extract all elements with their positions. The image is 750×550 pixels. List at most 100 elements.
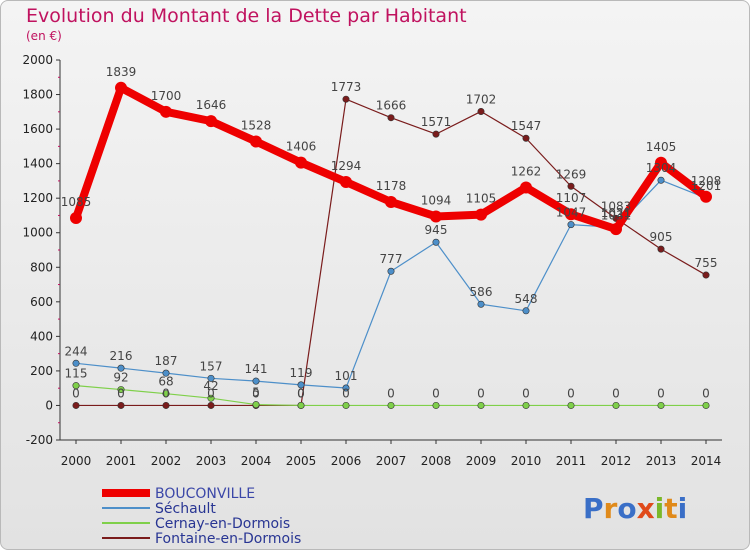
- data-point: [432, 401, 440, 409]
- y-tick-label: 600: [30, 295, 53, 309]
- data-point: [475, 208, 487, 221]
- x-tick-label: 2002: [151, 454, 182, 468]
- data-label: 1405: [646, 140, 677, 154]
- data-label: 1646: [196, 98, 227, 112]
- legend-label: Cernay-en-Dormois: [155, 516, 290, 532]
- data-label: 0: [612, 386, 620, 400]
- data-point: [117, 386, 125, 394]
- data-point: [72, 401, 80, 409]
- data-point: [520, 181, 532, 194]
- data-point: [340, 175, 352, 188]
- data-point: [432, 238, 440, 246]
- data-point: [477, 300, 485, 308]
- data-label: 1031: [601, 208, 632, 222]
- data-label: 548: [515, 292, 538, 306]
- data-label: 1528: [241, 119, 272, 133]
- data-point: [70, 212, 82, 225]
- data-label: 1294: [331, 159, 362, 173]
- chart-title: Evolution du Montant de la Dette par Hab…: [26, 5, 467, 27]
- legend-label: Séchault: [155, 501, 216, 517]
- data-point: [117, 401, 125, 409]
- data-label: 0: [297, 386, 305, 400]
- data-label: 586: [470, 285, 493, 299]
- data-point: [207, 401, 215, 409]
- data-label: 1201: [691, 179, 722, 193]
- data-point: [117, 364, 125, 372]
- data-label: 1700: [151, 89, 182, 103]
- x-tick-label: 2003: [196, 454, 227, 468]
- data-point: [295, 156, 307, 169]
- data-point: [250, 135, 262, 148]
- x-tick-label: 2012: [601, 454, 632, 468]
- data-point: [162, 401, 170, 409]
- y-tick-label: 1000: [22, 226, 53, 240]
- data-label: 1208: [691, 174, 722, 188]
- x-tick-label: 2004: [241, 454, 272, 468]
- y-tick-label: 2000: [22, 53, 53, 67]
- data-labels: 0 0 0 0 0 0 1773 1666 1571 1702 1547 1269 1083 905 755…: [61, 65, 722, 401]
- data-label: 0: [117, 386, 125, 400]
- data-point: [342, 401, 350, 409]
- y-tick-label: -200: [26, 433, 53, 447]
- data-point: [160, 105, 172, 118]
- data-point: [522, 134, 530, 142]
- data-label: 1304: [646, 161, 677, 175]
- data-point: [702, 271, 710, 279]
- data-label: 0: [252, 386, 260, 400]
- y-tick-label: 400: [30, 329, 53, 343]
- data-label: 0: [162, 386, 170, 400]
- data-point: [205, 115, 217, 128]
- data-label: 244: [65, 344, 88, 358]
- data-point: [115, 81, 127, 94]
- x-tick-label: 2001: [106, 454, 137, 468]
- data-label: 1406: [286, 140, 317, 154]
- data-label: 0: [567, 386, 575, 400]
- data-point: [565, 208, 577, 221]
- y-tick-label: 200: [30, 364, 53, 378]
- data-label: 0: [72, 386, 80, 400]
- data-point: [567, 401, 575, 409]
- data-point: [567, 182, 575, 190]
- data-point: [610, 223, 622, 236]
- data-label: 187: [155, 354, 178, 368]
- logo-text: Proxiti: [583, 492, 687, 525]
- data-label: 1094: [421, 193, 452, 207]
- data-label: 92: [113, 371, 128, 385]
- data-point: [477, 107, 485, 115]
- data-label: 0: [432, 386, 440, 400]
- data-point: [162, 390, 170, 398]
- data-label: 1105: [466, 192, 497, 206]
- data-point: [385, 195, 397, 208]
- data-point: [207, 374, 215, 382]
- data-point: [72, 382, 80, 390]
- x-tick-label: 2010: [511, 454, 542, 468]
- data-point: [477, 401, 485, 409]
- data-label: 905: [650, 230, 673, 244]
- data-point: [432, 130, 440, 138]
- data-point: [430, 210, 442, 223]
- data-point: [612, 401, 620, 409]
- data-label: 5: [252, 386, 260, 400]
- x-tick-label: 2011: [556, 454, 587, 468]
- data-point: [655, 156, 667, 169]
- data-label: 157: [200, 359, 223, 373]
- data-point: [342, 384, 350, 392]
- series-layer: [70, 81, 712, 409]
- data-point: [657, 401, 665, 409]
- data-label: 0: [387, 386, 395, 400]
- data-label: 0: [522, 386, 530, 400]
- x-tick-label: 2005: [286, 454, 317, 468]
- x-tick-label: 2014: [691, 454, 722, 468]
- data-point: [252, 401, 260, 409]
- data-label: 1269: [556, 167, 587, 181]
- x-tick-label: 2006: [331, 454, 362, 468]
- data-label: 115: [65, 367, 88, 381]
- data-label: 0: [207, 386, 215, 400]
- y-tick-label: 0: [45, 398, 53, 412]
- data-point: [522, 401, 530, 409]
- y-tick-label: 1600: [22, 122, 53, 136]
- x-tick-label: 2008: [421, 454, 452, 468]
- data-point: [522, 307, 530, 315]
- y-tick-label: 1800: [22, 88, 53, 102]
